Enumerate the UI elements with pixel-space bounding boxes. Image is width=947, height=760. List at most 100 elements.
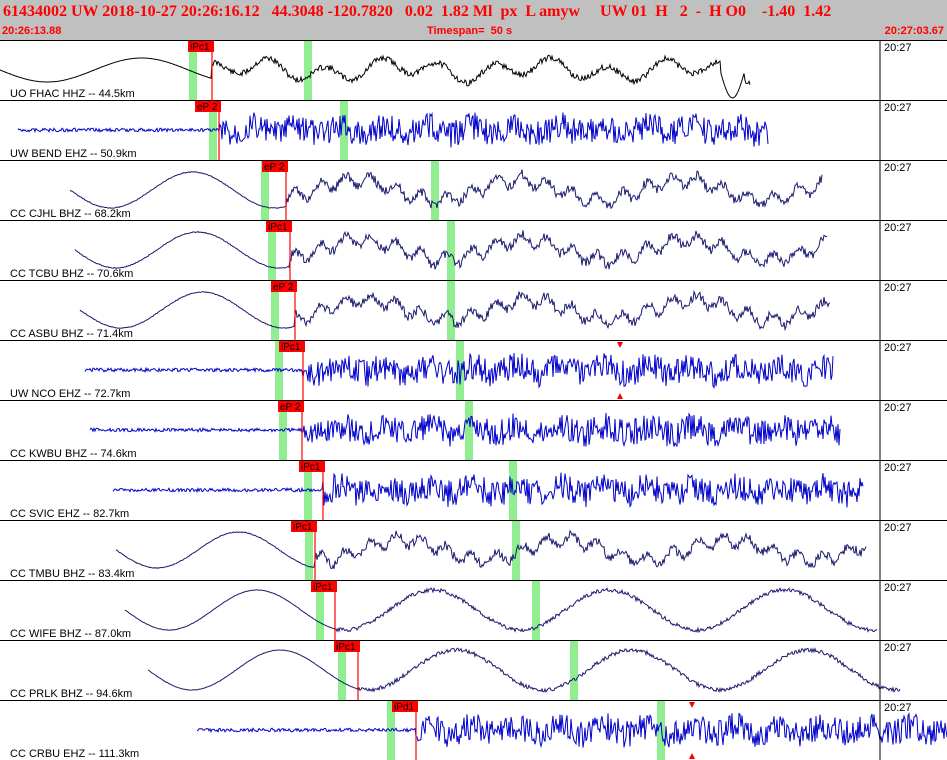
waveform [147, 647, 901, 694]
pick-label: eP 2 [197, 102, 218, 113]
waveform [79, 289, 831, 332]
pick-window [268, 220, 276, 280]
pick-badge[interactable] [262, 161, 288, 172]
pick-label: iPc1 [313, 582, 333, 593]
waveform [0, 54, 751, 99]
pick-window [304, 460, 312, 520]
trace-row[interactable]: iPc1 CC SVIC EHZ -- 82.7km 20:27 [0, 460, 947, 520]
station-label: UO FHAC HHZ -- 44.5km [10, 88, 135, 100]
trace-row[interactable]: eP 2 CC KWBU BHZ -- 74.6km 20:27 [0, 400, 947, 460]
pick-label: iPc1 [336, 642, 356, 653]
pick-window [271, 280, 279, 340]
trace-row[interactable]: iPc1 CC PRLK BHZ -- 94.6km 20:27 [0, 640, 947, 700]
trace-row[interactable]: iPc1 CC WIFE BHZ -- 87.0km 20:27 [0, 580, 947, 640]
station-label: CC CRBU EHZ -- 111.3km [10, 748, 139, 760]
pick-window [431, 160, 439, 220]
pick-label: iPc1 [301, 462, 321, 473]
start-time: 20:26:13.88 [2, 25, 62, 37]
pick-label: eP 2 [280, 402, 301, 413]
station-label: UW NCO EHZ -- 72.7km [10, 388, 130, 400]
trace-row[interactable]: eP 2 UW BEND EHZ -- 50.9km 20:27 [0, 100, 947, 160]
station-label: CC TCBU BHZ -- 70.6km [10, 268, 133, 280]
waveform [112, 472, 864, 508]
station-label: CC TMBU BHZ -- 83.4km [10, 568, 134, 580]
pick-badge[interactable] [334, 641, 360, 652]
row-time: 20:27 [884, 462, 912, 474]
pick-badge[interactable] [195, 101, 221, 112]
pick-window [512, 520, 520, 580]
pick-window [340, 100, 348, 160]
pick-window [316, 580, 324, 640]
waveform [196, 712, 947, 749]
trace-row[interactable]: iPc1 CC TMBU BHZ -- 83.4km 20:27 [0, 520, 947, 580]
station-label: CC ASBU BHZ -- 71.4km [10, 328, 133, 340]
pick-label: iPc1 [281, 342, 301, 353]
station-label: CC CJHL BHZ -- 68.2km [10, 208, 131, 220]
pick-label: eP 2 [264, 162, 285, 173]
pick-window [465, 400, 473, 460]
pick-badge[interactable] [266, 221, 292, 232]
pick-label: iPc1 [190, 42, 210, 53]
pick-label: eP 2 [273, 282, 294, 293]
pick-badge[interactable] [188, 41, 214, 52]
pick-badge[interactable] [279, 341, 305, 352]
row-time: 20:27 [884, 582, 912, 594]
amp-marker-top [689, 702, 695, 708]
station-label: CC WIFE BHZ -- 87.0km [10, 628, 131, 640]
pick-window [447, 280, 455, 340]
amp-marker-bottom [689, 753, 695, 759]
amp-marker-bottom [617, 393, 623, 399]
pick-badge[interactable] [392, 701, 418, 712]
pick-label: iPd1 [394, 702, 414, 713]
trace-row[interactable]: eP 2 CC ASBU BHZ -- 71.4km 20:27 [0, 280, 947, 340]
station-label: CC KWBU BHZ -- 74.6km [10, 448, 137, 460]
waveform [69, 169, 823, 210]
pick-window [570, 640, 578, 700]
pick-window [304, 40, 312, 100]
station-label: CC SVIC EHZ -- 82.7km [10, 508, 129, 520]
row-time: 20:27 [884, 642, 912, 654]
row-time: 20:27 [884, 402, 912, 414]
pick-badge[interactable] [291, 521, 317, 532]
pick-window [261, 160, 269, 220]
waveform [84, 352, 834, 389]
pick-label: iPc1 [268, 222, 288, 233]
pick-window [189, 40, 197, 100]
pick-window [532, 580, 540, 640]
row-time: 20:27 [884, 162, 912, 174]
pick-window [456, 340, 464, 400]
timespan-label: Timespan= 50 s [427, 25, 513, 37]
waveform [74, 230, 828, 270]
pick-window [279, 400, 287, 460]
trace-row[interactable]: iPd1 CC CRBU EHZ -- 111.3km 20:27 [0, 700, 947, 760]
waveform [17, 112, 769, 148]
seismogram-panel[interactable]: iPc1 UO FHAC HHZ -- 44.5km 20:27 eP 2 UW BEN… [0, 40, 947, 760]
waveform [89, 412, 841, 448]
trace-row[interactable]: eP 2 CC CJHL BHZ -- 68.2km 20:27 [0, 160, 947, 220]
pick-badge[interactable] [278, 401, 304, 412]
pick-window [305, 520, 313, 580]
pick-badge[interactable] [271, 281, 297, 292]
row-time: 20:27 [884, 282, 912, 294]
row-time: 20:27 [884, 702, 912, 714]
waveform [115, 529, 867, 569]
row-time: 20:27 [884, 102, 912, 114]
pick-window [447, 220, 455, 280]
row-time: 20:27 [884, 522, 912, 534]
trace-row[interactable]: iPc1 CC TCBU BHZ -- 70.6km 20:27 [0, 220, 947, 280]
pick-window [657, 700, 665, 760]
trace-row[interactable]: iPc1 UW NCO EHZ -- 72.7km 20:27 [0, 340, 947, 400]
trace-row[interactable]: iPc1 UO FHAC HHZ -- 44.5km 20:27 [0, 40, 947, 100]
row-time: 20:27 [884, 342, 912, 354]
station-label: UW BEND EHZ -- 50.9km [10, 148, 137, 160]
header-bar: 61434002 UW 2018-10-27 20:26:16.12 44.30… [0, 0, 947, 40]
station-label: CC PRLK BHZ -- 94.6km [10, 688, 132, 700]
pick-badge[interactable] [299, 461, 325, 472]
waveform [124, 586, 878, 634]
pick-window [338, 640, 346, 700]
row-time: 20:27 [884, 42, 912, 54]
amp-marker-top [617, 342, 623, 348]
pick-badge[interactable] [311, 581, 337, 592]
pick-label: iPc1 [293, 522, 313, 533]
end-time: 20:27:03.67 [884, 25, 944, 37]
